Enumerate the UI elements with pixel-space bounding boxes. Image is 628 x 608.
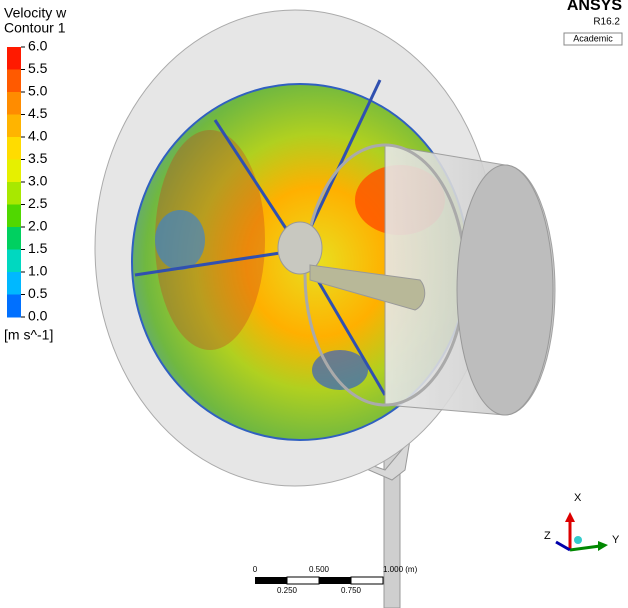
contour-patch [155,210,205,270]
axis-y-label: Y [612,534,620,546]
color-band [7,295,21,318]
legend-label: 0.0 [28,308,48,324]
scale-label: 1.000 (m) [383,565,418,574]
turbine-model [95,10,555,608]
legend-label: 5.0 [28,83,48,99]
color-band [7,92,21,115]
ansys-logo: ANSYS R16.2 Academic [564,0,622,45]
legend-label: 4.0 [28,128,48,144]
scale-label: 0.250 [277,586,298,595]
legend-label: 1.0 [28,263,48,279]
color-band [7,205,21,228]
axis-triad: X Y Z [544,492,620,551]
legend-label: 2.5 [28,195,48,211]
legend-title: Velocity w [4,5,67,21]
color-band [7,137,21,160]
legend-unit: [m s^-1] [4,327,53,343]
legend-label: 0.5 [28,285,48,301]
logo-license: Academic [573,33,613,43]
scale-label: 0.500 [309,565,330,574]
legend: Velocity w Contour 1 6.0 5.5 5.0 4.5 4.0 3.5 3… [4,5,67,343]
legend-label: 2.0 [28,218,48,234]
legend-label: 3.0 [28,173,48,189]
color-band [7,115,21,138]
legend-label: 3.5 [28,150,48,166]
color-bar [7,47,21,318]
axis-z-label: Z [544,530,551,542]
color-band [7,47,21,70]
logo-brand: ANSYS [567,0,622,14]
legend-label: 5.5 [28,60,48,76]
viewport: Velocity w Contour 1 6.0 5.5 5.0 4.5 4.0 3.5 3… [0,0,628,608]
scale-label: 0 [253,565,258,574]
duct-outlet [457,165,553,415]
legend-labels: 6.0 5.5 5.0 4.5 4.0 3.5 3.0 2.5 2.0 1.5 1.0 0.5 0.0 [21,38,48,324]
color-band [7,250,21,273]
scale-label: 0.750 [341,586,362,595]
legend-label: 1.5 [28,240,48,256]
color-band [7,160,21,183]
legend-subtitle: Contour 1 [4,20,66,36]
color-band [7,227,21,250]
axis-x-label: X [574,492,582,504]
color-band [7,182,21,205]
legend-label: 4.5 [28,105,48,121]
color-band [7,272,21,295]
color-band [7,70,21,93]
logo-release: R16.2 [593,17,620,28]
legend-label: 6.0 [28,38,48,54]
